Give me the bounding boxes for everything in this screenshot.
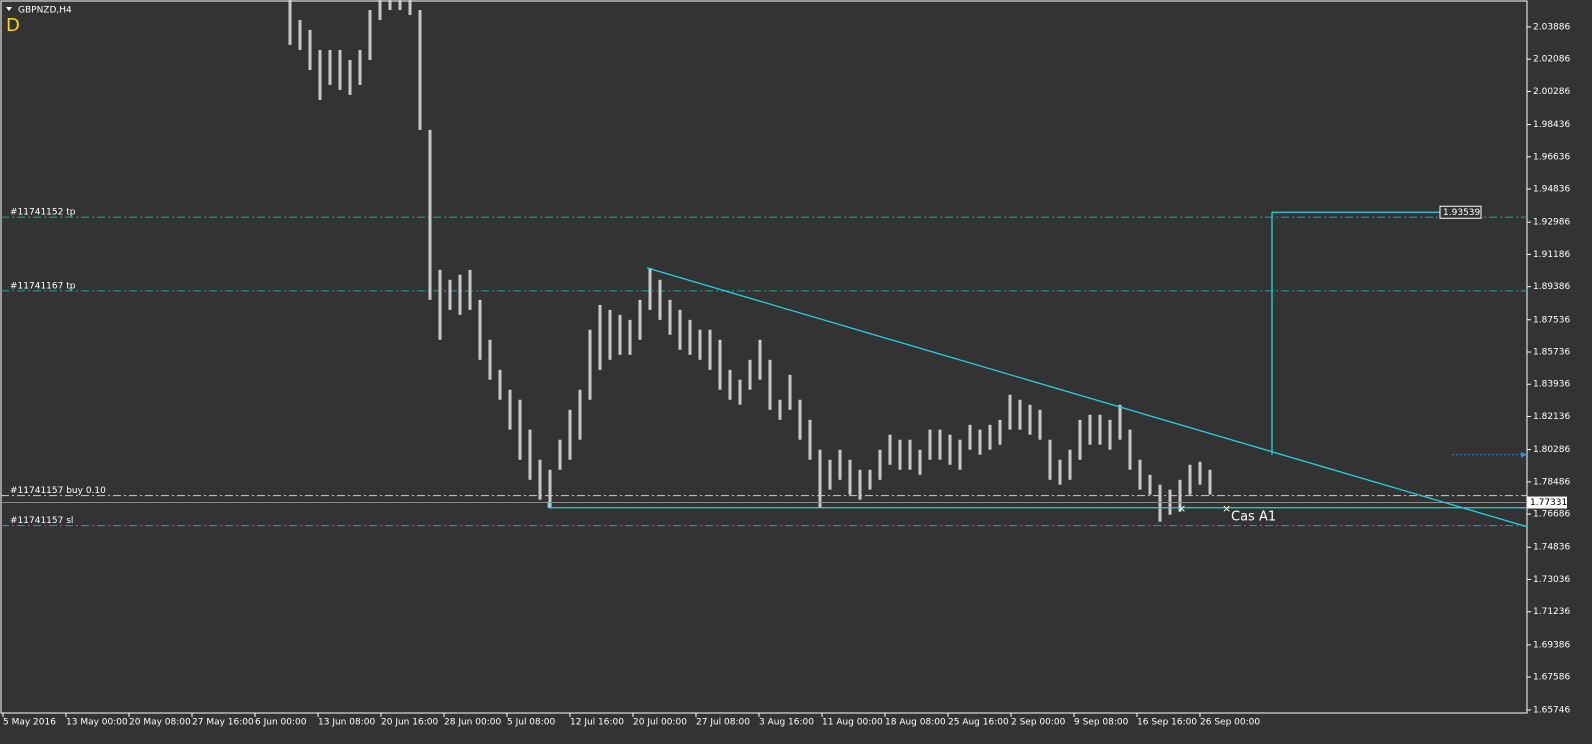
y-tick-label: 2.03886: [1533, 22, 1570, 32]
alert-arrow: [1521, 451, 1527, 458]
x-tick-label: 6 Jun 00:00: [255, 718, 307, 728]
x-tick-label: 18 Aug 08:00: [885, 718, 946, 728]
current-price-label: 1.77331: [1530, 498, 1567, 508]
y-tick-label: 1.87536: [1533, 315, 1570, 325]
x-tick-label: 9 Sep 08:00: [1074, 718, 1129, 728]
order-level-label: #11741167 tp: [10, 281, 76, 291]
x-tick-label: 28 Jun 00:00: [444, 718, 501, 728]
y-tick-label: 2.02086: [1533, 55, 1570, 65]
x-tick-label: 12 Jul 16:00: [570, 718, 624, 728]
y-tick-label: 1.65746: [1533, 706, 1570, 716]
cross-marker: ×: [1177, 502, 1186, 515]
y-tick-label: 1.89386: [1533, 282, 1570, 292]
y-tick-label: 1.73036: [1533, 575, 1570, 585]
y-tick-label: 1.78486: [1533, 477, 1570, 487]
x-tick-label: 27 May 16:00: [192, 718, 254, 728]
x-tick-label: 27 Jul 08:00: [696, 718, 750, 728]
x-tick-label: 2 Sep 00:00: [1011, 718, 1066, 728]
y-tick-label: 1.69386: [1533, 640, 1570, 650]
symbol-title: GBPNZD,H4: [18, 6, 72, 16]
y-tick-label: 1.71236: [1533, 607, 1570, 617]
y-tick-label: 1.76686: [1533, 510, 1570, 520]
y-tick-label: 1.74836: [1533, 543, 1570, 553]
period-marker: D: [6, 15, 20, 36]
order-level-label: #11741157 buy 0.10: [10, 486, 106, 496]
x-tick-label: 20 Jul 00:00: [633, 718, 687, 728]
annotation: Cas A1: [1231, 510, 1276, 525]
target-label: 1.93539: [1443, 208, 1480, 218]
x-tick-label: 16 Sep 16:00: [1137, 718, 1197, 728]
order-level-label: #11741152 tp: [10, 208, 76, 218]
y-tick-label: 1.80286: [1533, 445, 1570, 455]
x-tick-label: 26 Sep 00:00: [1200, 718, 1260, 728]
trendline: [646, 267, 1528, 528]
target-box: [1439, 205, 1482, 219]
y-tick-label: 1.94836: [1533, 185, 1570, 195]
x-tick-label: 20 May 08:00: [129, 718, 191, 728]
x-tick-label: 13 Jun 08:00: [318, 718, 375, 728]
y-tick-label: 1.91186: [1533, 250, 1570, 260]
x-tick-label: 13 May 00:00: [66, 718, 128, 728]
order-level-label: #11741157 sl: [10, 516, 73, 526]
y-tick-label: 1.67586: [1533, 673, 1570, 683]
y-tick-label: 1.82136: [1533, 412, 1570, 422]
y-tick-label: 2.00286: [1533, 87, 1570, 97]
x-tick-label: 25 Aug 16:00: [948, 718, 1009, 728]
plot-frame: [0, 0, 1528, 714]
menu-arrow: [6, 7, 12, 11]
y-tick-label: 1.83936: [1533, 380, 1570, 390]
x-tick-label: 20 Jun 16:00: [381, 718, 438, 728]
x-tick-label: 5 Jul 08:00: [507, 718, 556, 728]
y-tick-label: 1.92986: [1533, 218, 1570, 228]
cross-marker: ×: [1222, 502, 1231, 515]
x-tick-label: 11 Aug 00:00: [822, 718, 883, 728]
x-tick-label: 5 May 2016: [3, 718, 56, 728]
x-tick-label: 3 Aug 16:00: [759, 718, 814, 728]
y-tick-label: 1.96636: [1533, 152, 1570, 162]
current-price-box: [1527, 496, 1567, 509]
y-tick-label: 1.85736: [1533, 348, 1570, 358]
y-tick-label: 1.98436: [1533, 120, 1570, 130]
